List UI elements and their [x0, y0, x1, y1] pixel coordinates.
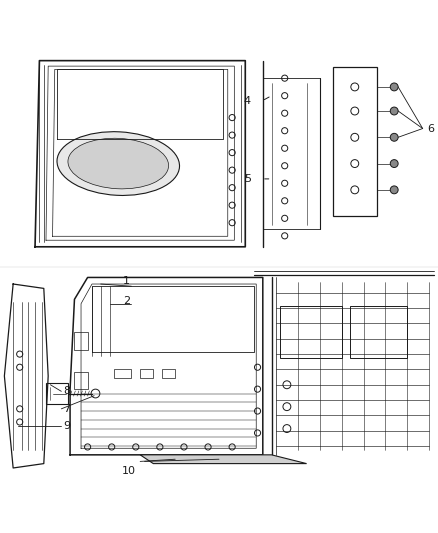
Bar	[74, 332, 88, 350]
Ellipse shape	[57, 132, 180, 196]
Bar	[140, 368, 153, 378]
Text: 9: 9	[64, 422, 71, 431]
Bar	[74, 372, 88, 389]
Text: 1: 1	[123, 276, 130, 286]
Polygon shape	[140, 455, 307, 464]
Text: 5: 5	[244, 174, 251, 184]
Bar	[350, 306, 407, 359]
Circle shape	[390, 186, 398, 194]
Bar	[162, 368, 175, 378]
Bar	[114, 368, 131, 378]
Bar	[333, 67, 377, 216]
Text: 2: 2	[123, 296, 130, 306]
Circle shape	[390, 83, 398, 91]
Ellipse shape	[68, 138, 169, 189]
Text: 8: 8	[64, 386, 71, 397]
Text: 10: 10	[122, 466, 136, 476]
Bar	[46, 383, 68, 405]
Text: 4: 4	[244, 96, 251, 106]
Circle shape	[390, 107, 398, 115]
Circle shape	[390, 159, 398, 167]
Text: 7: 7	[64, 404, 71, 414]
Circle shape	[390, 133, 398, 141]
Bar	[280, 306, 342, 359]
Text: 6: 6	[427, 124, 434, 134]
